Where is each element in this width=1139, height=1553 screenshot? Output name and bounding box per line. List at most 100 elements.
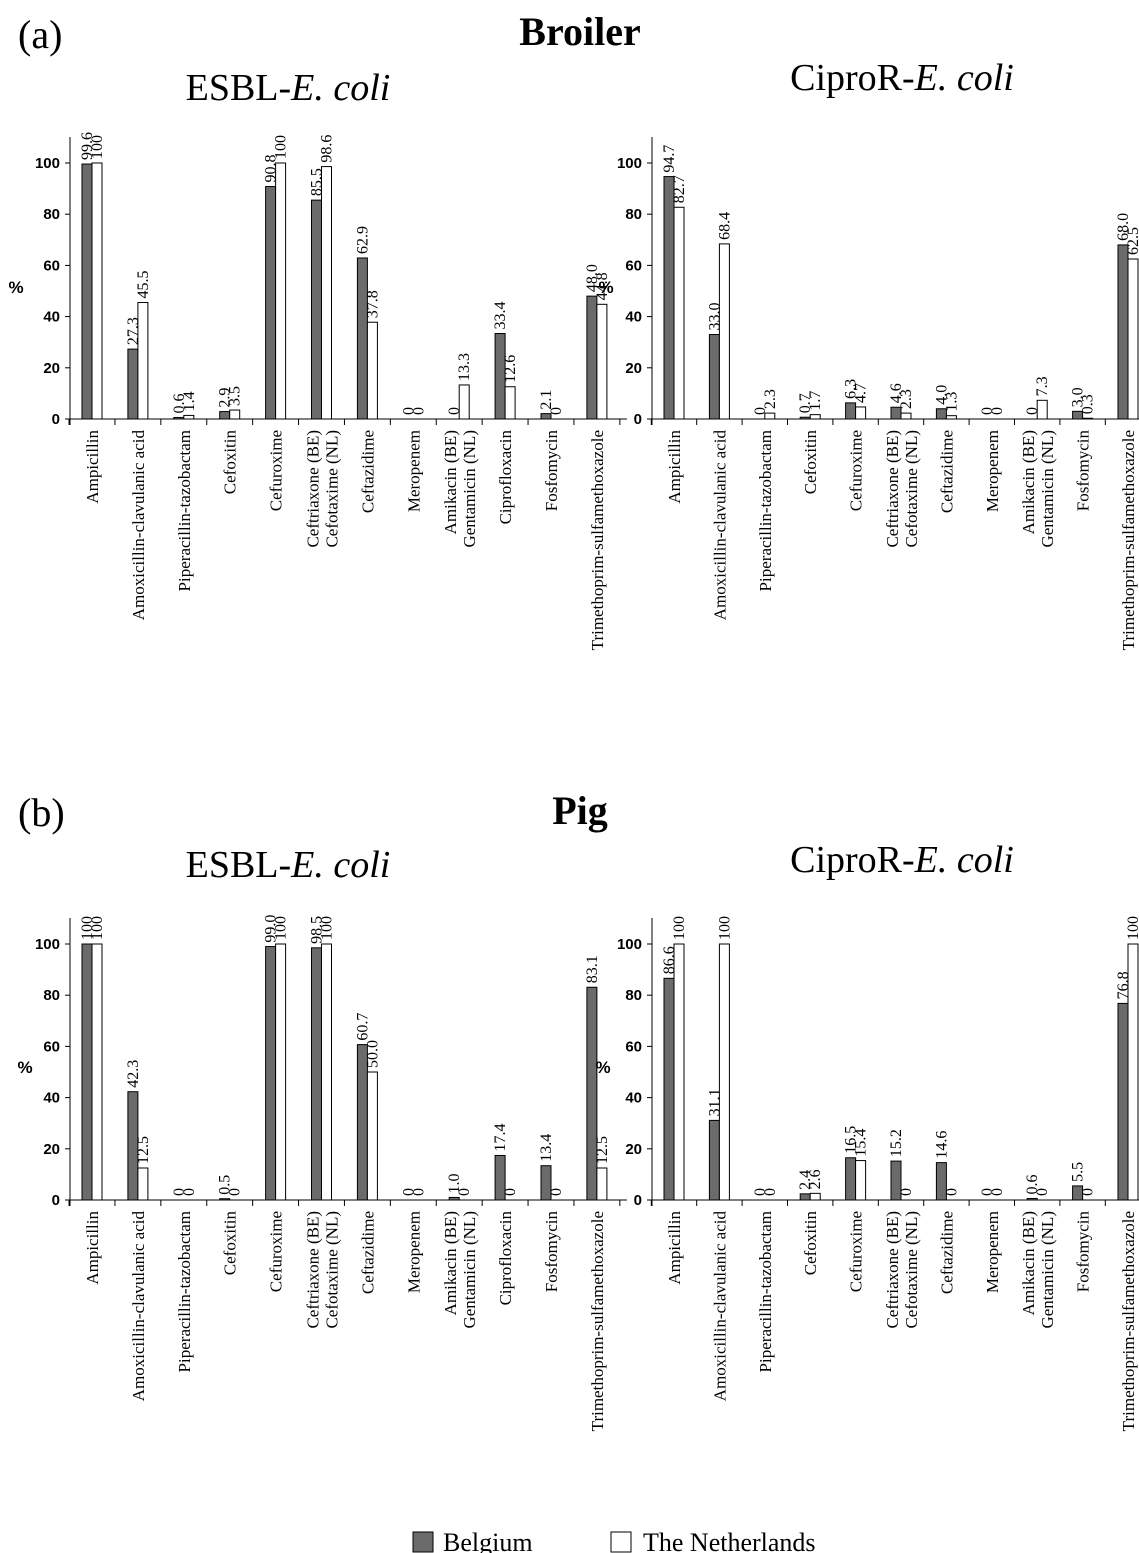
chart-title-pig-cipror: CiproR-E. coli [790, 839, 1014, 881]
bar-belgium [81, 943, 93, 1201]
bar-belgium [265, 946, 277, 1201]
category-label: Meropenem [404, 430, 423, 512]
category-label: Ampicillin [83, 1211, 102, 1285]
value-label-belgium: 17.4 [492, 1123, 509, 1151]
value-label-belgium: 4.0 [933, 385, 950, 405]
bar-netherlands [137, 302, 149, 420]
category-label: Cefotaxime (NL) [902, 1211, 921, 1329]
y-axis-label: % [17, 1058, 32, 1077]
bar-belgium [1117, 244, 1129, 420]
bar-netherlands [855, 1160, 867, 1201]
y-tick-label: 40 [625, 1090, 642, 1107]
legend: Belgium The Netherlands [412, 1528, 816, 1553]
category-label: Ceftriaxone (BE) [883, 430, 902, 548]
value-label-belgium: 0.7 [797, 393, 814, 413]
bar-belgium [448, 1196, 460, 1201]
category-label: Amikacin (BE) [441, 430, 460, 534]
bar-belgium [586, 295, 598, 420]
legend-swatch-belgium [412, 1531, 434, 1553]
y-tick-label: 80 [43, 987, 60, 1004]
bar-belgium [663, 176, 675, 420]
value-label-belgium: 0 [752, 407, 769, 415]
category-label: Gentamicin (NL) [1038, 430, 1057, 548]
bar-belgium [890, 1160, 902, 1201]
value-label-netherlands: 0 [1080, 1188, 1097, 1196]
value-label-netherlands: 0 [181, 1188, 198, 1196]
value-label-netherlands: 12.5 [135, 1136, 152, 1164]
y-tick-label: 0 [52, 411, 60, 428]
bar-netherlands [764, 412, 776, 420]
value-label-belgium: 2.9 [217, 388, 234, 408]
value-label-belgium: 3.0 [1070, 387, 1087, 407]
value-label-belgium: 0 [446, 407, 463, 415]
category-label: Cefuroxime [267, 430, 286, 511]
value-label-netherlands: 100 [1125, 916, 1139, 940]
bar-belgium [1072, 1185, 1084, 1201]
category-label: Gentamicin (NL) [1038, 1211, 1057, 1329]
value-label-belgium: 42.3 [125, 1060, 142, 1088]
value-label-netherlands: 0 [943, 1188, 960, 1196]
value-label-belgium: 4.6 [888, 383, 905, 403]
bar-netherlands [458, 384, 470, 420]
bar-netherlands [673, 206, 685, 420]
bar-netherlands [137, 1167, 149, 1201]
bar-netherlands [321, 943, 332, 1201]
value-label-belgium: 2.1 [538, 390, 555, 410]
category-label: Trimethoprim-sulfamethoxazole [588, 430, 607, 650]
value-label-belgium: 99.6 [79, 132, 96, 160]
bar-belgium [311, 199, 322, 420]
bar-belgium [219, 411, 231, 420]
group-title-broiler: Broiler [519, 9, 640, 54]
category-label: Trimethoprim-sulfamethoxazole [1119, 430, 1138, 650]
value-label-belgium: 98.5 [309, 916, 326, 944]
category-label: Piperacillin-tazobactam [756, 430, 775, 591]
category-label: Cefotaxime (NL) [323, 430, 342, 548]
y-tick-label: 20 [625, 360, 642, 377]
category-label: Cefoxitin [801, 1211, 820, 1276]
category-label: Piperacillin-tazobactam [175, 1211, 194, 1372]
category-label: Gentamicin (NL) [460, 430, 479, 548]
value-label-belgium: 6.3 [843, 379, 860, 399]
bar-netherlands [1127, 943, 1139, 1201]
bar-belgium [265, 186, 277, 420]
value-label-belgium: 16.5 [843, 1126, 860, 1154]
value-label-belgium: 0.6 [1024, 1174, 1041, 1194]
bar-netherlands [321, 166, 332, 420]
value-label-belgium: 0 [979, 1188, 996, 1196]
panel-label-b: (b) [18, 790, 65, 835]
y-tick-label: 80 [43, 206, 60, 223]
y-tick-label: 100 [617, 155, 642, 172]
category-label: Amoxicillin-clavulanic acid [710, 1211, 729, 1402]
value-label-belgium: 94.7 [661, 145, 678, 173]
category-label: Ceftriaxone (BE) [304, 1211, 323, 1329]
value-label-netherlands: 2.3 [898, 389, 915, 409]
value-label-netherlands: 44.8 [594, 272, 611, 300]
bar-belgium [1072, 410, 1084, 420]
bar-netherlands [673, 943, 685, 1201]
category-label: Piperacillin-tazobactam [756, 1211, 775, 1372]
value-label-belgium: 62.9 [354, 226, 371, 254]
value-label-netherlands: 100 [89, 916, 106, 940]
category-label: Cefoxitin [221, 430, 240, 495]
bar-netherlands [1036, 399, 1048, 420]
value-label-netherlands: 3.5 [227, 386, 244, 406]
value-label-netherlands: 0 [456, 1188, 473, 1196]
category-label: Ceftazidime [937, 1211, 956, 1294]
bar-netherlands [596, 303, 608, 420]
bar-belgium [356, 257, 368, 420]
bar-belgium [81, 163, 93, 420]
category-label: Ceftazidime [937, 430, 956, 513]
category-label: Cefoxitin [801, 430, 820, 495]
y-tick-label: 80 [625, 987, 642, 1004]
group-title-pig: Pig [552, 788, 608, 833]
bar-belgium [663, 977, 675, 1201]
chart-pig-cipror: 020406080100%86.6100Ampicillin31.1100Amo… [595, 916, 1139, 1431]
legend-label-netherlands: The Netherlands [643, 1528, 816, 1553]
value-label-netherlands: 1.7 [807, 391, 824, 411]
bar-belgium [935, 1162, 947, 1201]
category-label: Ciprofloxacin [496, 1211, 515, 1306]
category-label: Amoxicillin-clavulanic acid [710, 430, 729, 621]
value-label-netherlands: 2.6 [807, 1169, 824, 1189]
bar-netherlands [945, 415, 957, 420]
chart-pig-esbl: 020406080100%100100Ampicillin42.312.5Amo… [17, 915, 627, 1431]
